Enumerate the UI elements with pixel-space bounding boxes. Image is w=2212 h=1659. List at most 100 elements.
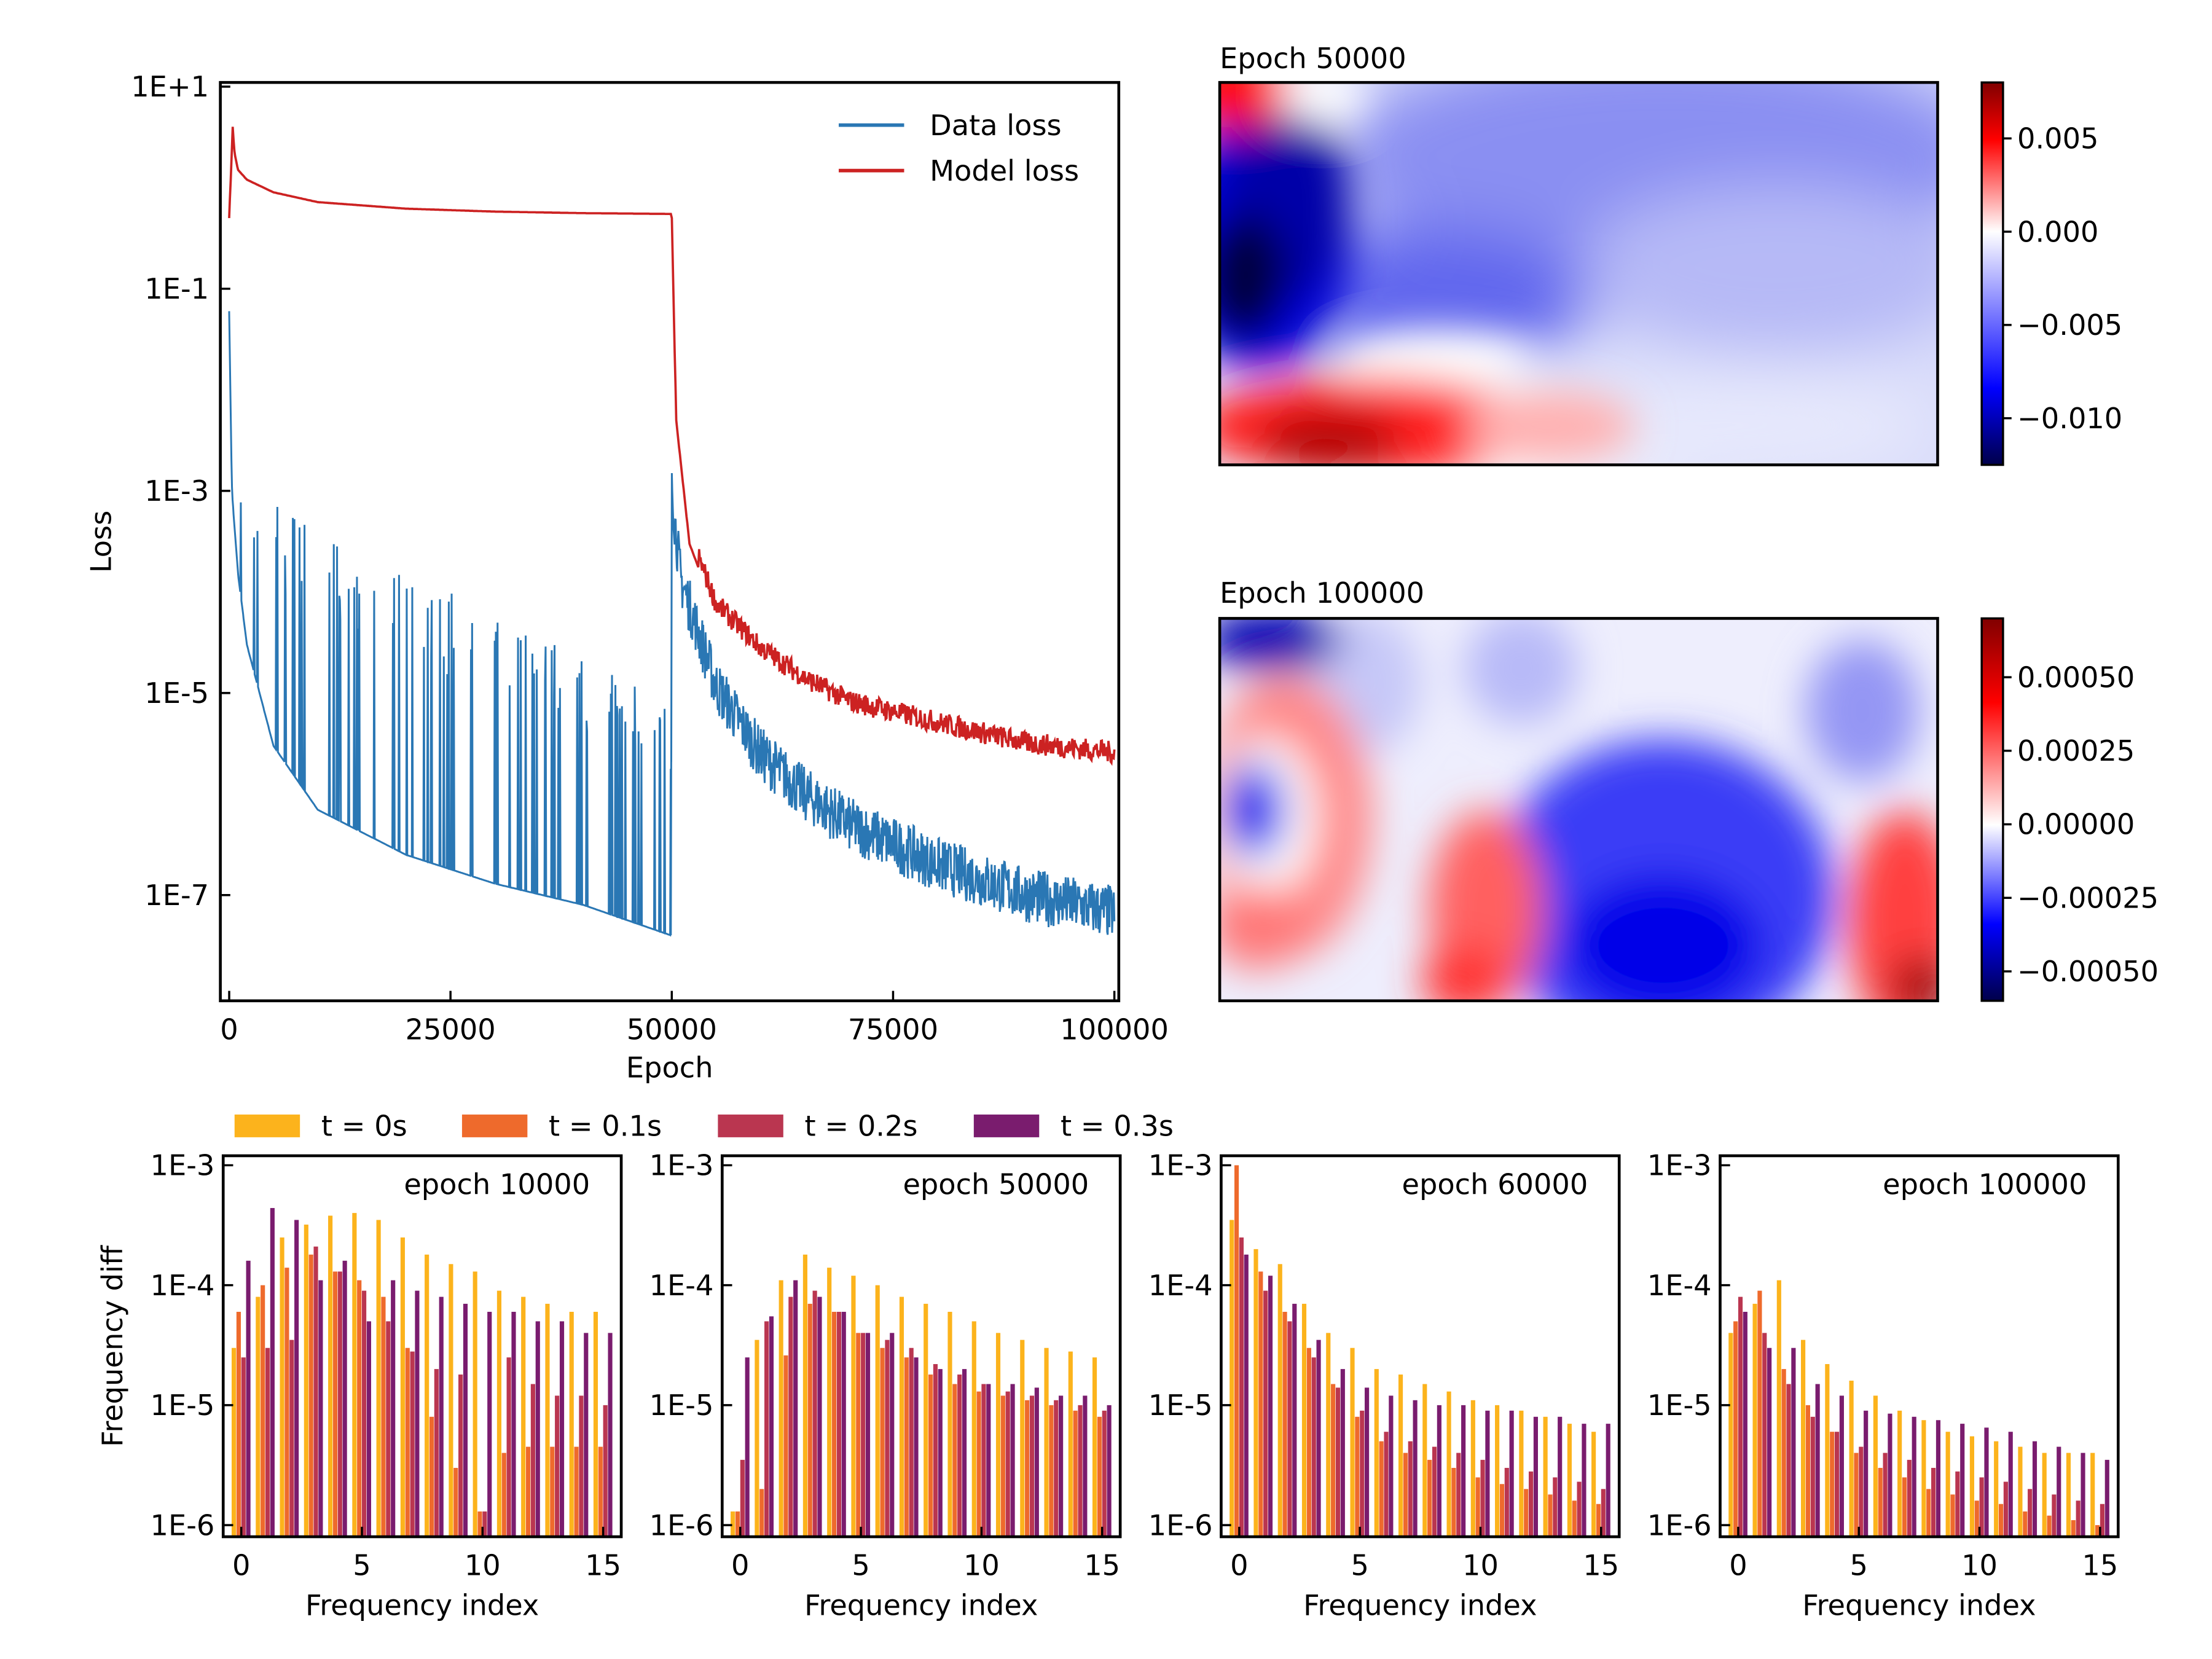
bar bbox=[914, 1357, 919, 1537]
loss-y-tick-label: 1E+1 bbox=[131, 70, 209, 103]
bar bbox=[1092, 1357, 1097, 1537]
bar-x-tick-label: 5 bbox=[852, 1548, 869, 1582]
bar bbox=[1277, 1264, 1282, 1537]
bar bbox=[986, 1384, 991, 1537]
loss-axes-frame bbox=[219, 80, 1121, 1003]
bar bbox=[2008, 1432, 2013, 1537]
bar bbox=[1606, 1424, 1610, 1537]
bar bbox=[2023, 1511, 2028, 1537]
bar bbox=[2081, 1453, 2085, 1537]
bar bbox=[458, 1375, 463, 1537]
bar bbox=[1301, 1303, 1307, 1537]
bar bbox=[1878, 1467, 1883, 1537]
bar bbox=[2047, 1515, 2052, 1537]
bar bbox=[1102, 1410, 1107, 1537]
bar bbox=[1839, 1395, 1844, 1537]
bar-chart-2: 1E-6 1E-5 1E-4 1E-3 0 5 10 15 epoch 60000 Frequen… bbox=[1148, 1149, 1621, 1622]
bar bbox=[1945, 1432, 1950, 1537]
bar bbox=[957, 1375, 962, 1537]
bar bbox=[1969, 1436, 1974, 1537]
bar bbox=[1781, 1369, 1786, 1537]
bar bbox=[511, 1311, 516, 1537]
loss-chart: 0 25000 50000 75000 100000 1E-71E-51E-31E-11… bbox=[84, 70, 1168, 1084]
colorbar-tick-label: 0.00050 bbox=[2017, 661, 2135, 694]
bar-x-tick-label: 0 bbox=[1729, 1548, 1747, 1582]
bar bbox=[745, 1357, 750, 1537]
bar bbox=[1955, 1471, 1960, 1537]
bar bbox=[439, 1296, 444, 1537]
bar bbox=[788, 1296, 793, 1537]
bar bbox=[506, 1357, 511, 1537]
loss-lines bbox=[228, 127, 1116, 937]
bar bbox=[2057, 1446, 2061, 1537]
heatmap1-title: Epoch 50000 bbox=[1220, 42, 1406, 75]
heatmap-epoch-50000: Epoch 50000 0.0 bbox=[1218, 42, 2122, 466]
bar bbox=[1776, 1280, 1781, 1537]
bar bbox=[1350, 1347, 1355, 1537]
bar bbox=[304, 1225, 308, 1537]
bar bbox=[386, 1321, 391, 1537]
bar bbox=[1389, 1395, 1394, 1537]
bar bbox=[1786, 1384, 1791, 1537]
bar bbox=[981, 1384, 986, 1537]
bar bbox=[1558, 1416, 1563, 1537]
bar bbox=[1025, 1400, 1030, 1537]
bar bbox=[425, 1254, 429, 1537]
loss-ylabel: Loss bbox=[84, 511, 117, 573]
colorbar2-ticks: 0.00050 0.00025 0.00000 −0.00025 −0.00050 bbox=[2002, 661, 2159, 988]
bar bbox=[1524, 1489, 1529, 1537]
bar bbox=[1456, 1453, 1461, 1537]
bar bbox=[1461, 1405, 1466, 1537]
bar bbox=[865, 1333, 871, 1537]
bar bbox=[1767, 1347, 1772, 1537]
bar bbox=[1360, 1410, 1365, 1537]
bar-chart-3: 1E-6 1E-5 1E-4 1E-3 0 5 10 15 epoch 100000 Freque… bbox=[1647, 1149, 2120, 1622]
bar bbox=[1000, 1395, 1005, 1537]
bar bbox=[545, 1303, 550, 1537]
colorbar-tick-label: −0.010 bbox=[2017, 402, 2122, 435]
bar bbox=[1907, 1459, 1912, 1537]
bar bbox=[2028, 1489, 2033, 1537]
loss-x-tick-label: 25000 bbox=[406, 1013, 496, 1046]
bar bbox=[1577, 1481, 1582, 1537]
bar-y-tick-label: 1E-5 bbox=[649, 1389, 714, 1422]
bar bbox=[559, 1321, 565, 1537]
bar-x-tick-label: 15 bbox=[2082, 1548, 2118, 1582]
bar-ylabel: Frequency diff bbox=[96, 1245, 129, 1447]
bar bbox=[1432, 1446, 1437, 1537]
bar bbox=[1451, 1467, 1456, 1537]
bar bbox=[1801, 1339, 1806, 1537]
bar bbox=[1316, 1339, 1321, 1537]
bar bbox=[1791, 1347, 1796, 1537]
bar bbox=[836, 1311, 841, 1537]
bar bbox=[1379, 1441, 1384, 1537]
bar bbox=[482, 1511, 487, 1537]
bar bbox=[1888, 1413, 1892, 1537]
bar bbox=[1733, 1321, 1738, 1537]
bar bbox=[1230, 1220, 1234, 1537]
colorbar-tick-label: 0.00025 bbox=[2017, 734, 2135, 767]
legend-swatch-t02 bbox=[718, 1114, 783, 1137]
bar bbox=[1413, 1400, 1418, 1537]
bar bbox=[1601, 1489, 1606, 1537]
bar bbox=[280, 1237, 284, 1537]
bar bbox=[608, 1333, 613, 1537]
bar-y-tick-label: 1E-3 bbox=[151, 1149, 215, 1182]
bar bbox=[1998, 1504, 2004, 1537]
bar bbox=[569, 1311, 574, 1537]
colorbar-tick-label: −0.00025 bbox=[2017, 881, 2159, 914]
bar-y-tick-label: 1E-6 bbox=[1647, 1508, 1712, 1542]
bar bbox=[318, 1280, 323, 1537]
bar bbox=[1331, 1384, 1336, 1537]
colorbar2 bbox=[1980, 617, 2004, 1002]
bar-y-tick-label: 1E-5 bbox=[151, 1389, 215, 1422]
legend-label-t02: t = 0.2s bbox=[805, 1110, 918, 1143]
bar bbox=[802, 1254, 807, 1537]
bar bbox=[1311, 1357, 1316, 1537]
bar bbox=[841, 1311, 846, 1537]
bar bbox=[1408, 1441, 1413, 1537]
bar bbox=[584, 1333, 589, 1537]
heatmap2-frame bbox=[1218, 617, 1939, 1003]
bar bbox=[1936, 1420, 1941, 1537]
